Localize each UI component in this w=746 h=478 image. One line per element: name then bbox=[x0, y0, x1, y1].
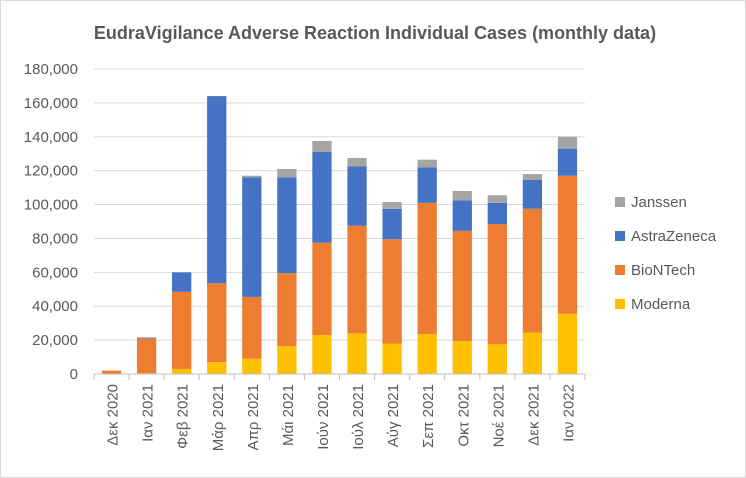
bar-segment-moderna bbox=[312, 335, 332, 374]
legend-swatch-biontech bbox=[615, 265, 625, 275]
bar-segment-astrazeneca bbox=[172, 272, 192, 292]
bar-segment-astrazeneca bbox=[312, 152, 332, 243]
bar-segment-moderna bbox=[382, 343, 402, 374]
legend-label-astrazeneca: AstraZeneca bbox=[631, 228, 717, 245]
x-tick-label: Μάι 2021 bbox=[280, 384, 297, 446]
bar-segment-moderna bbox=[347, 333, 367, 374]
bar-segment-moderna bbox=[277, 346, 297, 374]
y-tick-label: 20,000 bbox=[32, 332, 78, 349]
y-tick-label: 160,000 bbox=[24, 95, 78, 112]
bar-segment-astrazeneca bbox=[522, 179, 543, 209]
bar-segment-astrazeneca bbox=[417, 167, 437, 203]
x-tick-label: Αύγ 2021 bbox=[385, 384, 402, 447]
bar-segment-biontech bbox=[207, 283, 227, 363]
bar-segment-biontech bbox=[136, 338, 157, 374]
y-tick-label: 0 bbox=[70, 366, 78, 383]
legend-label-biontech: BioNTech bbox=[631, 262, 695, 279]
bar-segment-moderna bbox=[417, 334, 437, 374]
bar-segment-biontech bbox=[312, 242, 332, 336]
bar-segment-astrazeneca bbox=[452, 200, 472, 231]
bar-segment-biontech bbox=[452, 230, 472, 341]
bar-segment-astrazeneca bbox=[382, 208, 402, 240]
bar-segment-janssen bbox=[277, 168, 297, 178]
x-tick-label: Δεκ 2021 bbox=[525, 384, 542, 446]
x-tick-label: Ιαν 2022 bbox=[560, 384, 577, 442]
bar-segment-moderna bbox=[452, 340, 472, 374]
bar-segment-biontech bbox=[487, 224, 507, 345]
legend-label-moderna: Moderna bbox=[631, 296, 691, 313]
bar-segment-janssen bbox=[417, 159, 437, 168]
bar-segment-janssen bbox=[382, 202, 402, 209]
bar-segment-biontech bbox=[242, 296, 262, 359]
bar-segment-janssen bbox=[452, 191, 472, 201]
x-tick-label: Νοέ 2021 bbox=[490, 384, 507, 447]
bar-segment-janssen bbox=[312, 141, 332, 153]
axes: 0 20,000 40,000 60,000 80,000 100,000 120,000 1… bbox=[24, 61, 586, 451]
bar-segment-biontech bbox=[347, 225, 367, 334]
bar-segment-astrazeneca bbox=[557, 148, 578, 176]
legend-swatch-astrazeneca bbox=[615, 231, 625, 241]
y-tick-label: 100,000 bbox=[24, 197, 78, 214]
bar-segment-astrazeneca bbox=[487, 202, 507, 225]
x-tick-label: Φεβ 2021 bbox=[175, 384, 192, 449]
bar-segment-moderna bbox=[172, 368, 192, 374]
gridlines bbox=[94, 68, 585, 341]
bar-segment-moderna bbox=[557, 313, 578, 374]
bar-segment-janssen bbox=[242, 175, 262, 178]
x-tick-label: Οκτ 2021 bbox=[455, 384, 472, 447]
x-tick-label: Μάρ 2021 bbox=[210, 384, 227, 451]
bar-segment-biontech bbox=[522, 208, 543, 333]
bar-segment-biontech bbox=[277, 273, 297, 347]
bar-segment-biontech bbox=[172, 291, 192, 369]
bar-segment-janssen bbox=[557, 136, 578, 149]
bar-segment-biontech bbox=[382, 239, 402, 344]
x-tick-label: Ιαν 2021 bbox=[140, 384, 157, 442]
y-tick-label: 180,000 bbox=[24, 61, 78, 78]
x-tick-label: Απρ 2021 bbox=[245, 384, 262, 450]
legend: Janssen AstraZeneca BioNTech Moderna bbox=[615, 194, 717, 313]
legend-label-janssen: Janssen bbox=[631, 194, 687, 211]
bar-segment-janssen bbox=[487, 195, 507, 203]
x-tick-label: Ιούν 2021 bbox=[315, 384, 332, 450]
bar-segment-janssen bbox=[522, 174, 543, 180]
bar-segment-astrazeneca bbox=[277, 177, 297, 274]
bar-segment-astrazeneca bbox=[207, 96, 227, 284]
bars bbox=[101, 96, 578, 374]
chart-title: EudraVigilance Adverse Reaction Individu… bbox=[94, 23, 656, 43]
bar-segment-janssen bbox=[347, 157, 367, 167]
y-tick-label: 120,000 bbox=[24, 163, 78, 180]
bar-segment-astrazeneca bbox=[347, 166, 367, 226]
y-tick-label: 40,000 bbox=[32, 298, 78, 315]
legend-swatch-moderna bbox=[615, 299, 625, 309]
y-tick-label: 60,000 bbox=[32, 264, 78, 281]
x-tick-label: Σεπ 2021 bbox=[420, 384, 437, 448]
bar-segment-biontech bbox=[101, 370, 122, 374]
x-tick-label: Δεκ 2020 bbox=[105, 384, 122, 446]
bar-segment-moderna bbox=[242, 358, 262, 374]
bar-segment-biontech bbox=[557, 175, 578, 314]
x-tick-label: Ιούλ 2021 bbox=[350, 384, 367, 450]
bar-segment-biontech bbox=[417, 202, 437, 335]
legend-swatch-janssen bbox=[615, 197, 625, 207]
bar-segment-astrazeneca bbox=[242, 177, 262, 297]
bar-segment-moderna bbox=[487, 344, 507, 374]
y-tick-label: 80,000 bbox=[32, 230, 78, 247]
bar-segment-astrazeneca bbox=[136, 337, 157, 339]
bar-segment-moderna bbox=[522, 332, 543, 374]
y-tick-label: 140,000 bbox=[24, 129, 78, 146]
bar-segment-moderna bbox=[207, 362, 227, 374]
